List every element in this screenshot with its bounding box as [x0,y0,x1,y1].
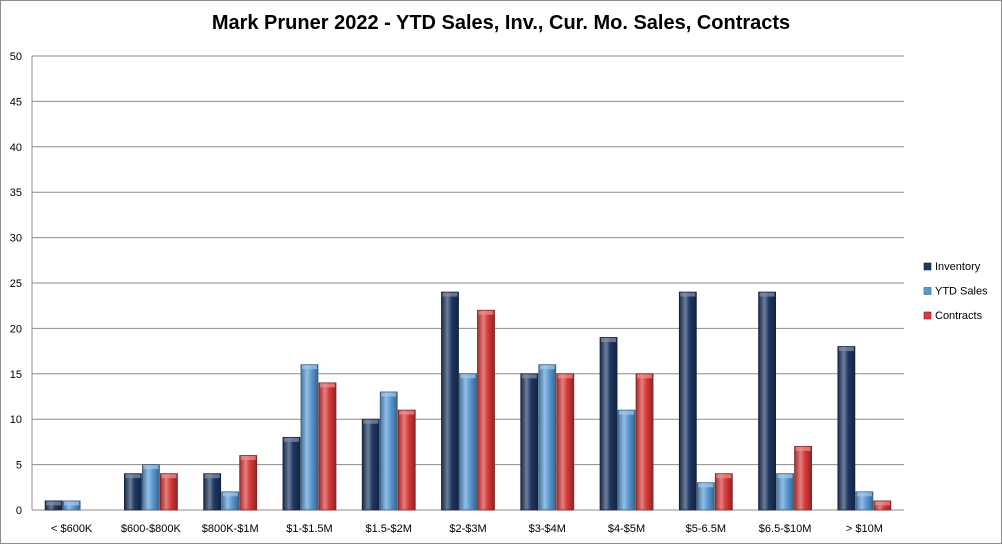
bar-top-highlight [557,374,573,379]
bar-inventory [441,291,459,511]
bar-top-highlight [204,474,220,479]
bar-contracts [794,446,812,511]
bar-contracts [477,309,495,511]
y-tick-label: 45 [10,96,22,108]
bar-contracts [239,455,258,511]
bar-top-highlight [125,474,141,479]
bar-top-highlight [478,310,494,315]
y-tick-label: 0 [16,505,22,517]
bar-ytd-sales [617,409,636,511]
bar-ytd-sales [696,482,715,511]
bar-ytd-sales [379,391,398,511]
legend-label: Inventory [935,261,981,273]
bar-top-highlight [521,374,537,379]
legend-swatch [923,311,932,320]
x-tick-label: $6.5-$10M [759,523,812,535]
bar-top-highlight [856,492,872,497]
bar-top-highlight [301,365,317,370]
bar-top-highlight [619,410,635,415]
bar-contracts [160,473,178,511]
bar-inventory [520,373,539,511]
axes: 0 5 10 15 20 25 30 35 40 45 50 < $600K $600-$800K $80… [10,51,883,535]
bar-top-highlight [698,483,714,488]
bar-top-highlight [363,419,379,424]
bar-top-highlight [874,501,890,506]
bar-ytd-sales [221,491,240,511]
x-tick-label: > $10M [846,523,883,535]
legend-label: Contracts [935,310,983,322]
bar-contracts [714,473,733,511]
bar-top-highlight [161,474,177,479]
bar-top-highlight [442,292,458,297]
y-tick-label: 25 [10,278,22,290]
bar-top-highlight [143,465,159,470]
bar-top-highlight [381,392,397,397]
bar-ytd-sales [855,491,874,511]
legend: Inventory YTD Sales Contracts [923,261,988,322]
bar-top-highlight [283,437,299,442]
x-tick-label: $1.5-$2M [365,523,411,535]
bar-top-highlight [64,501,80,506]
bar-contracts [318,382,337,511]
y-tick-label: 30 [10,233,22,245]
bar-contracts [873,500,892,511]
legend-label: YTD Sales [935,286,988,298]
bar-inventory [837,346,856,511]
bar-inventory [758,291,776,511]
bar-ytd-sales [776,473,794,511]
bar-inventory [124,473,142,511]
x-tick-label: $3-$4M [529,523,566,535]
y-tick-label: 10 [10,414,22,426]
bar-top-highlight [601,337,617,342]
y-tick-label: 35 [10,187,22,199]
chart-title: Mark Pruner 2022 - YTD Sales, Inv., Cur.… [211,12,791,34]
bar-inventory [203,473,222,511]
bar-top-highlight [637,374,653,379]
x-tick-label: $800K-$1M [202,523,259,535]
bar-ytd-sales [538,364,557,511]
x-tick-label: $1-$1.5M [286,523,332,535]
bar-top-highlight [460,374,476,379]
bar-top-highlight [539,365,555,370]
bars [44,291,892,511]
bar-inventory [599,337,618,511]
bar-top-highlight [777,474,793,479]
y-tick-label: 5 [16,460,22,472]
y-tick-label: 40 [10,142,22,154]
bar-inventory [678,291,697,511]
bar-top-highlight [240,456,256,461]
bar-contracts [556,373,575,511]
bar-ytd-sales [62,500,81,511]
bar-ytd-sales [459,373,477,511]
bar-top-highlight [795,446,811,451]
bar-top-highlight [838,347,854,352]
y-tick-label: 15 [10,369,22,381]
bar-top-highlight [46,501,62,506]
bar-contracts [397,409,416,511]
legend-swatch [923,262,932,271]
bar-top-highlight [399,410,415,415]
x-tick-label: < $600K [51,523,93,535]
legend-swatch [923,287,932,295]
y-tick-label: 50 [10,51,22,63]
bar-inventory [361,418,380,511]
bar-contracts [635,373,654,511]
bar-ytd-sales [142,464,160,511]
bar-top-highlight [222,492,238,497]
x-tick-label: $5-6.5M [686,523,726,535]
bar-top-highlight [716,474,732,479]
x-tick-label: $2-$3M [449,523,486,535]
bar-ytd-sales [300,364,319,511]
bar-top-highlight [759,292,775,297]
bar-top-highlight [319,383,335,388]
x-tick-label: $4-$5M [608,523,645,535]
y-tick-label: 20 [10,323,22,335]
bar-inventory [282,436,301,511]
x-tick-label: $600-$800K [121,523,182,535]
bar-inventory [44,500,63,511]
bar-top-highlight [680,292,696,297]
